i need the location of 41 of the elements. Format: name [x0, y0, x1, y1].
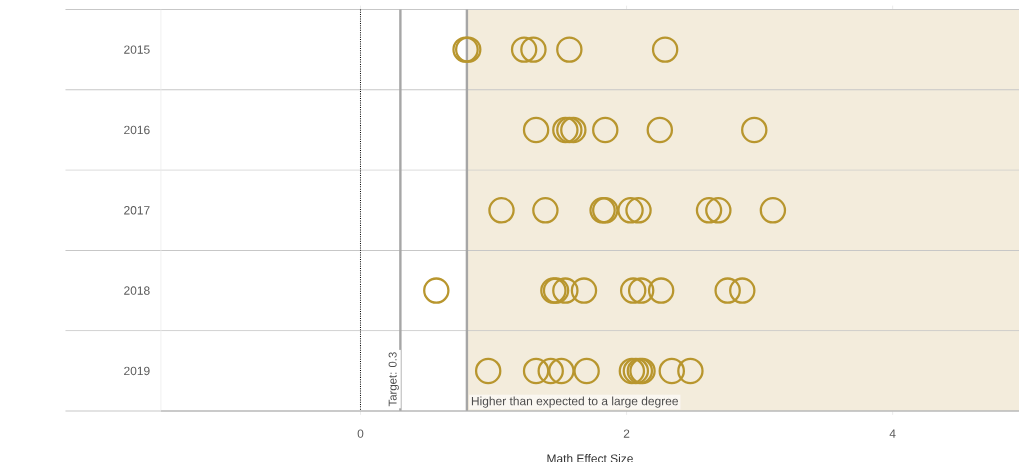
point — [474, 357, 502, 385]
point — [556, 36, 583, 63]
point — [646, 116, 674, 144]
x-tick-label: 0 — [357, 429, 364, 438]
band-label: Higher than expected to a large degree — [471, 396, 678, 408]
point — [423, 277, 450, 304]
point — [592, 116, 619, 144]
point — [570, 277, 598, 304]
point — [552, 277, 579, 304]
point — [617, 196, 644, 224]
x-tick-label: 2 — [623, 429, 630, 438]
point — [619, 277, 647, 304]
y-tick-label: 2015 — [124, 45, 150, 54]
point — [573, 357, 600, 385]
x-tick-label: 4 — [889, 429, 896, 438]
point — [658, 357, 686, 385]
point — [522, 357, 550, 385]
x-axis-title: Math Effect Size — [547, 454, 633, 462]
point — [510, 36, 538, 63]
point — [532, 196, 559, 224]
ref-line-label: Target: 0.3 — [388, 352, 399, 407]
point — [488, 196, 515, 224]
point — [714, 277, 741, 304]
point — [548, 357, 575, 385]
point — [522, 116, 550, 144]
point — [537, 357, 564, 385]
point — [695, 196, 723, 224]
point — [677, 357, 704, 385]
y-tick-label: 2016 — [124, 125, 150, 135]
point — [627, 277, 655, 304]
y-tick-label: 2019 — [124, 366, 150, 376]
point — [651, 36, 679, 63]
y-tick-label: 2017 — [124, 205, 150, 215]
point — [647, 277, 675, 304]
point — [705, 196, 732, 224]
point — [520, 36, 547, 63]
point — [729, 277, 756, 304]
point — [625, 196, 652, 224]
point — [741, 116, 768, 144]
point — [759, 196, 787, 224]
y-tick-label: 2018 — [124, 286, 150, 295]
